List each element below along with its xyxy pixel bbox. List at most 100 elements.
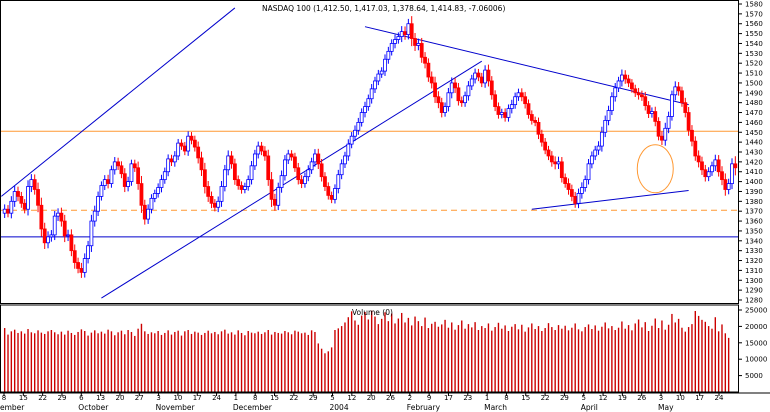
candle-body [276, 187, 281, 206]
x-tick-label: 13 [96, 394, 105, 402]
month-label: ember [0, 403, 25, 412]
candle-body [716, 159, 721, 173]
candle-body [159, 179, 164, 188]
candle-body [356, 122, 361, 131]
candle-body [599, 131, 604, 147]
candle-body [303, 176, 307, 184]
candle-body [299, 179, 304, 184]
candle-body [49, 234, 54, 238]
y-tick-label: 1380 [745, 198, 763, 206]
candle-body [329, 195, 334, 200]
y-tick-label: 1580 [745, 1, 763, 9]
candle-body [263, 150, 267, 157]
candle-body [406, 23, 411, 35]
candle-body [706, 171, 711, 178]
candle-body [690, 129, 694, 142]
candle-body [129, 163, 134, 182]
month-label: November [156, 403, 196, 412]
candle-body [383, 58, 387, 72]
candle-body [219, 186, 224, 202]
candle-body [149, 197, 154, 210]
candle-body [333, 188, 337, 200]
candle-body [506, 108, 511, 118]
candle-body [723, 179, 728, 190]
candle-body [523, 96, 528, 105]
candle-body [162, 171, 167, 181]
candle-body [589, 155, 594, 165]
candle-body [596, 145, 601, 151]
volume-tick-label: 5000 [745, 372, 763, 380]
candle-body [593, 149, 598, 157]
candle-body [653, 111, 658, 122]
candle-body [216, 200, 221, 208]
month-label: February [407, 403, 441, 412]
candle-body [156, 187, 161, 194]
candle-body [296, 167, 301, 181]
candle-body [459, 100, 464, 104]
candle-body [283, 159, 287, 177]
x-tick-label: 5 [581, 394, 585, 402]
candle-body [606, 110, 611, 121]
candle-body [533, 120, 538, 123]
candle-body [309, 161, 314, 171]
candle-body [616, 80, 621, 89]
candle-body [96, 195, 100, 212]
price-panel-frame [0, 0, 739, 304]
candle-body [369, 88, 374, 100]
x-tick-label: 6 [79, 394, 84, 402]
x-tick-label: 20 [115, 394, 124, 402]
candle-body [279, 175, 284, 188]
candle-body [526, 103, 531, 115]
x-tick-label: 29 [309, 394, 318, 402]
candle-body [426, 62, 431, 78]
candle-body [543, 141, 548, 151]
candle-body [42, 228, 47, 244]
candle-body [433, 82, 437, 98]
candle-body [306, 169, 311, 178]
ascending-support-line [531, 189, 689, 210]
candle-body [640, 94, 644, 98]
y-tick-label: 1280 [745, 297, 763, 305]
candle-body [26, 186, 30, 210]
candle-body [700, 161, 704, 171]
candle-body [553, 161, 558, 165]
candle-body [106, 179, 110, 184]
candle-body [529, 114, 534, 121]
candle-body [69, 234, 74, 252]
candle-body [6, 208, 10, 214]
x-tick-label: 20 [367, 394, 376, 402]
y-tick-label: 1440 [745, 139, 763, 147]
candle-body [619, 74, 624, 82]
candle-body [633, 88, 638, 94]
x-tick-label: 29 [58, 394, 67, 402]
candle-body [56, 212, 60, 217]
candle-body [22, 202, 27, 210]
y-tick-label: 1310 [745, 267, 763, 275]
candle-body [146, 208, 151, 220]
candle-body [179, 142, 184, 147]
candle-body [376, 73, 381, 82]
candle-body [373, 80, 377, 90]
candle-body [122, 173, 127, 187]
candle-body [66, 234, 70, 237]
candle-body [169, 158, 174, 163]
candle-body [703, 169, 708, 178]
candle-body [516, 92, 521, 98]
candle-body [142, 204, 147, 220]
volume-panel-frame [0, 304, 739, 393]
candle-body [293, 156, 297, 169]
candle-body [2, 208, 7, 214]
volume-bars [3, 310, 730, 392]
candle-body [206, 186, 211, 197]
candle-body [439, 102, 444, 113]
x-tick-label: 2 [408, 394, 412, 402]
y-tick-label: 1340 [745, 237, 763, 245]
candle-body [209, 195, 214, 204]
candle-body [176, 142, 181, 157]
candle-body [353, 129, 357, 137]
candle-body [136, 167, 141, 184]
candle-body [443, 106, 447, 113]
candle-body [202, 169, 207, 187]
x-tick-label: 29 [560, 394, 569, 402]
